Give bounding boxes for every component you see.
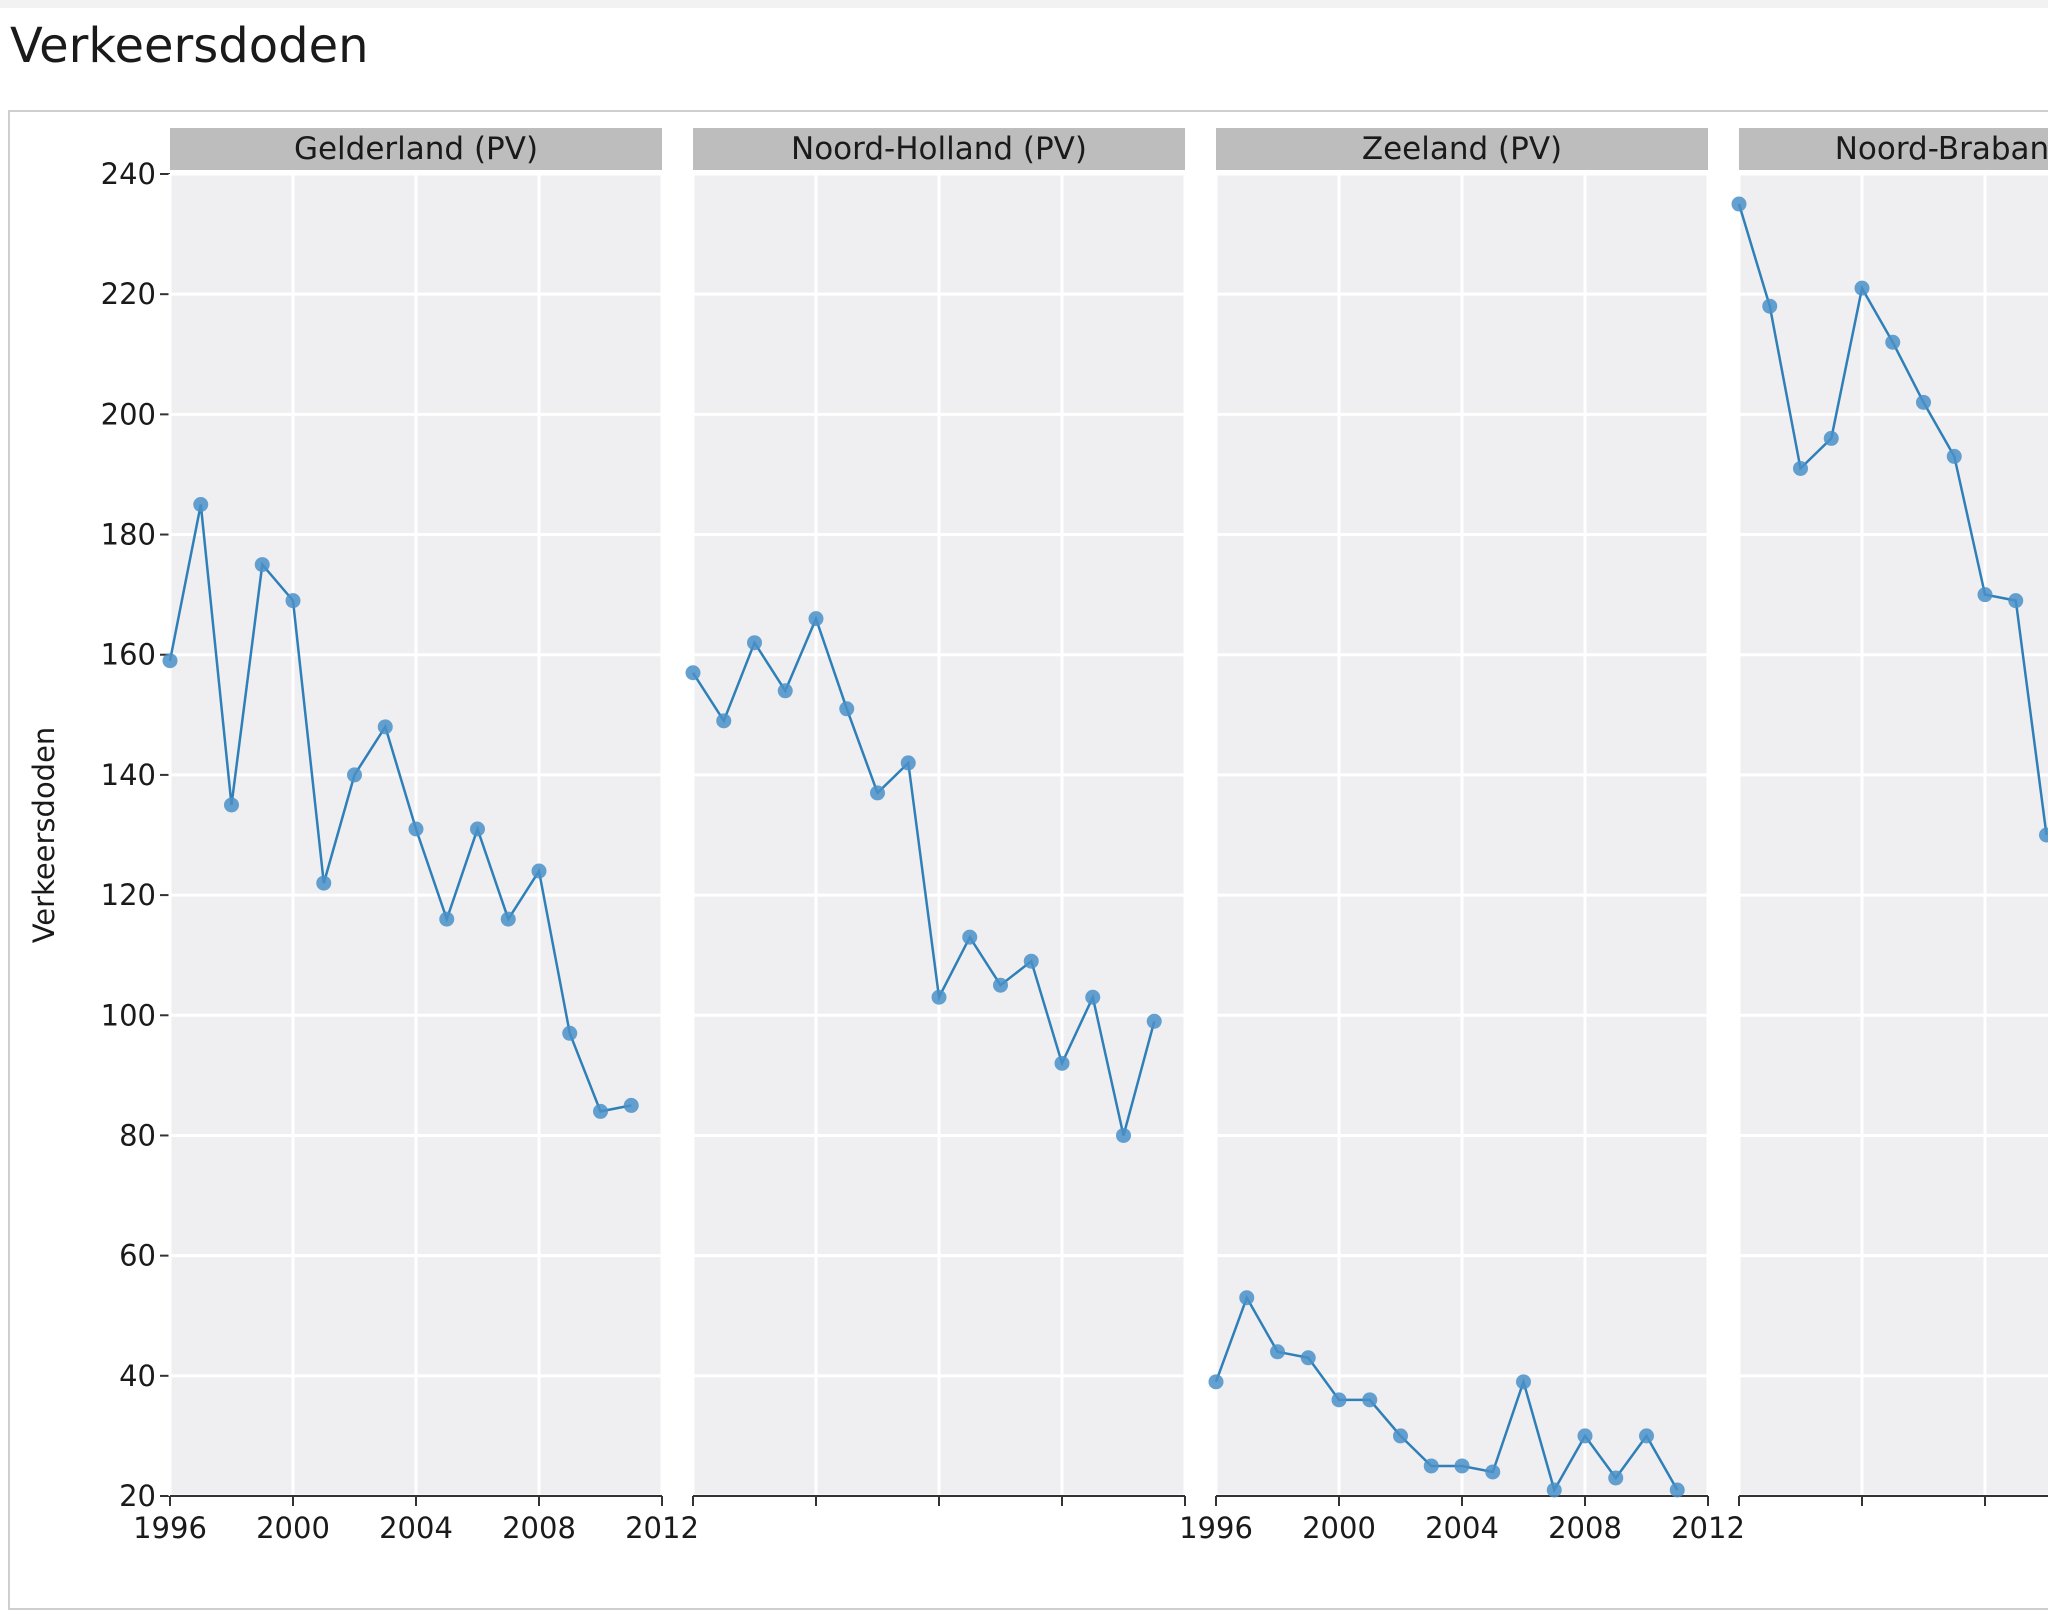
data-point xyxy=(1454,1458,1470,1474)
y-tick-label: 40 xyxy=(119,1359,156,1393)
data-point xyxy=(1639,1428,1654,1444)
panel-strip xyxy=(1216,128,1708,170)
x-tick-label: 2000 xyxy=(1302,1511,1376,1545)
data-point xyxy=(285,593,301,609)
panel-strip-label: Zeeland (PV) xyxy=(1362,131,1562,167)
data-point xyxy=(716,713,732,729)
x-tick-label: 2000 xyxy=(256,1511,330,1545)
x-tick-label: 2004 xyxy=(379,1511,453,1545)
data-point xyxy=(377,719,393,735)
x-tick-label: 2012 xyxy=(625,1511,699,1545)
y-tick-label: 20 xyxy=(119,1479,156,1513)
data-point xyxy=(470,821,485,837)
data-point xyxy=(1023,953,1039,969)
data-point xyxy=(562,1025,578,1041)
data-point xyxy=(1946,448,1962,464)
top-bar xyxy=(0,0,2048,8)
panel-background xyxy=(1739,174,2048,1496)
data-point xyxy=(439,911,455,927)
y-tick-label: 240 xyxy=(101,157,156,191)
y-tick-label: 120 xyxy=(101,878,156,912)
data-point xyxy=(1362,1392,1378,1408)
data-point xyxy=(1731,196,1747,212)
y-tick-label: 100 xyxy=(101,998,156,1032)
data-point xyxy=(993,977,1008,993)
series-line xyxy=(168,504,632,1113)
panel-strip-label: Gelderland (PV) xyxy=(294,131,538,167)
x-tick-label: 1996 xyxy=(1179,1511,1253,1545)
data-point xyxy=(1331,1392,1347,1408)
data-point xyxy=(531,863,547,879)
data-point xyxy=(1423,1458,1439,1474)
data-point xyxy=(1608,1470,1624,1486)
data-point xyxy=(1300,1350,1316,1366)
data-point xyxy=(1208,1374,1224,1390)
data-point xyxy=(870,785,885,801)
data-point xyxy=(408,821,424,837)
data-point xyxy=(1146,1013,1162,1029)
y-tick-label: 140 xyxy=(101,758,156,792)
y-axis-title: Verkeersdoden xyxy=(27,727,61,944)
panel-strip xyxy=(693,128,1185,170)
data-point xyxy=(747,635,762,651)
y-tick-label: 80 xyxy=(119,1118,156,1152)
data-point xyxy=(1823,430,1839,446)
data-point xyxy=(1854,280,1870,296)
data-point xyxy=(685,665,701,681)
data-point xyxy=(1885,334,1901,350)
page-title: Verkeersdoden xyxy=(10,18,369,74)
y-tick-label: 60 xyxy=(119,1239,156,1273)
data-point xyxy=(1239,1290,1255,1306)
data-point xyxy=(316,875,332,891)
data-point xyxy=(193,497,209,512)
series-line xyxy=(1214,1294,1679,1494)
y-tick-label: 220 xyxy=(101,277,156,311)
data-point xyxy=(1054,1055,1070,1071)
data-point xyxy=(839,701,855,717)
data-point xyxy=(224,797,239,813)
data-point xyxy=(1116,1127,1131,1143)
data-point xyxy=(347,767,362,783)
data-point xyxy=(1793,460,1808,476)
x-tick-label: 2008 xyxy=(1548,1511,1622,1545)
data-point xyxy=(162,653,178,669)
panel-strip-label: Noord-Brabant (PV) xyxy=(1835,131,2048,167)
data-point xyxy=(962,929,978,945)
data-point xyxy=(1270,1344,1285,1360)
data-point xyxy=(808,611,824,627)
data-point xyxy=(1085,989,1101,1005)
data-point xyxy=(777,683,793,699)
data-point xyxy=(1485,1464,1501,1480)
data-point xyxy=(623,1097,639,1113)
y-tick-label: 160 xyxy=(101,638,156,672)
x-tick-label: 2008 xyxy=(502,1511,576,1545)
data-point xyxy=(593,1103,608,1119)
panel-strip-label: Noord-Holland (PV) xyxy=(791,131,1087,167)
panel-strip xyxy=(170,128,662,170)
y-tick-label: 200 xyxy=(101,397,156,431)
data-point xyxy=(1516,1374,1531,1390)
panel-strip xyxy=(1739,128,2048,170)
x-tick-label: 2004 xyxy=(1425,1511,1499,1545)
data-point xyxy=(2008,593,2024,609)
x-tick-label: 1996 xyxy=(133,1511,207,1545)
data-point xyxy=(1669,1482,1685,1498)
data-point xyxy=(1977,587,1993,603)
data-point xyxy=(1916,394,1931,410)
y-tick-label: 180 xyxy=(101,518,156,552)
data-point xyxy=(900,755,916,771)
chart-container: Verkeersdoden 20 40 60 80 100 120 140 160 180 200 2… xyxy=(8,110,2048,1610)
chart-svg: Verkeersdoden 20 40 60 80 100 120 140 160 180 200 2… xyxy=(27,128,2048,1545)
data-point xyxy=(1546,1482,1562,1498)
data-point xyxy=(254,557,270,573)
data-point xyxy=(1577,1428,1593,1444)
data-point xyxy=(1393,1428,1408,1444)
data-point xyxy=(2039,827,2048,843)
data-point xyxy=(500,911,516,927)
data-point xyxy=(1762,298,1778,314)
data-point xyxy=(931,989,947,1005)
series-line xyxy=(691,615,1156,1136)
x-tick-label: 2012 xyxy=(1671,1511,1745,1545)
